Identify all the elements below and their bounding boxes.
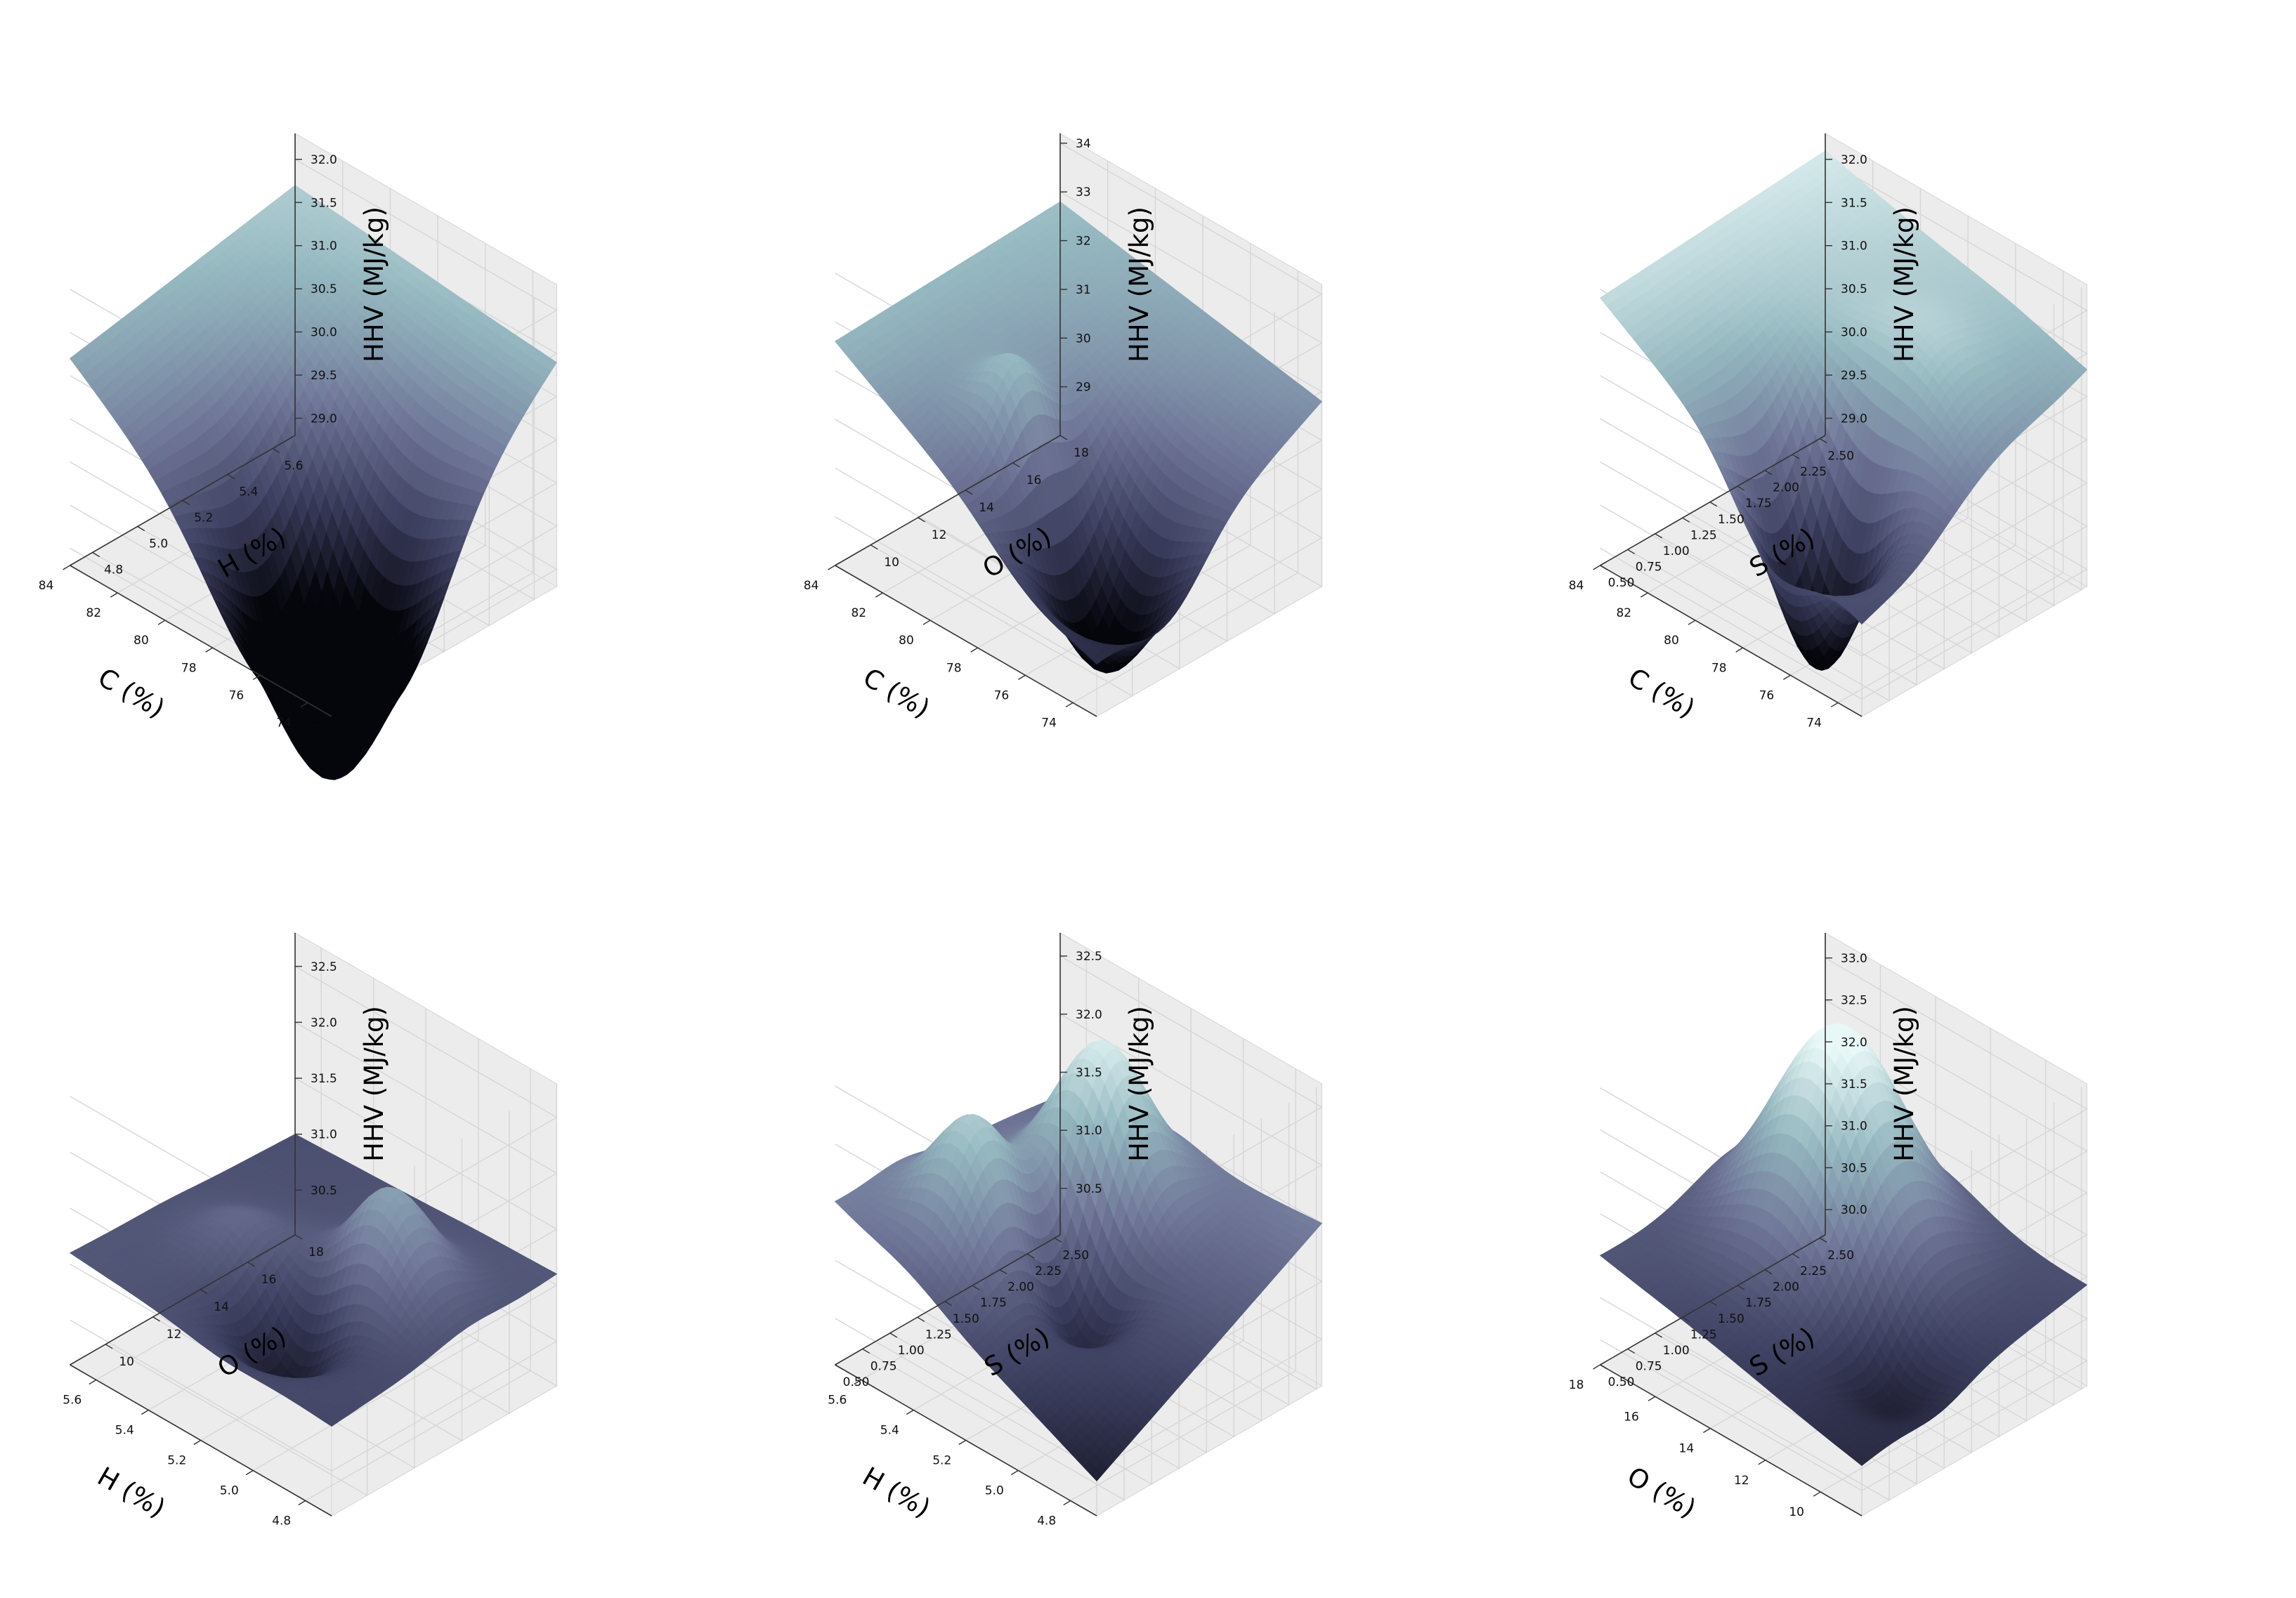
x-axis-label: C (%) (858, 662, 935, 724)
x-tick-label: 76 (1759, 688, 1775, 702)
surface-mesh (1600, 150, 2087, 671)
x-tick-mark (253, 674, 261, 680)
surface-plot-svg: 74 76 78 80 82 84 4.8 5.0 5.2 5.4 5.6 29.0 29.5 30.0 3… (39, 133, 558, 780)
y-tick-label: 5.0 (149, 537, 168, 551)
x-tick-label: 74 (1806, 716, 1822, 730)
z-axis-label: HHV (MJ/kg) (359, 207, 389, 362)
y-tick-mark (227, 473, 235, 480)
x-axis-line (835, 565, 1097, 717)
y-tick-label: 5.4 (239, 485, 258, 499)
y-tick-label: 1.50 (1718, 513, 1744, 527)
surface-plot-2: 74 76 78 80 82 84 10 12 14 16 18 29 30 31 32 33 34 C (%) O… (765, 0, 1530, 799)
surface-plot-1: 74 76 78 80 82 84 4.8 5.0 5.2 5.4 5.6 29.0 29.5 30.0 3… (0, 0, 765, 799)
x-axis-line (70, 565, 332, 717)
x-tick-label: 74 (1041, 716, 1057, 730)
y-tick-label: 12 (932, 528, 947, 542)
surface-patch (324, 727, 338, 735)
x-tick-mark (1783, 674, 1791, 680)
x-tick-mark (922, 620, 931, 625)
z-tick-label: 31 (1076, 283, 1091, 297)
x-tick-mark (1018, 674, 1026, 680)
z-tick-label: 30 (1076, 332, 1091, 346)
y-tick-label: 1.25 (1690, 528, 1717, 542)
axis-lines (835, 133, 1097, 717)
x-tick-mark (63, 565, 70, 570)
x-tick-label: 76 (994, 688, 1010, 702)
z-tick-label: 30.5 (311, 282, 337, 296)
x-tick-label: 78 (946, 661, 962, 675)
y-tick-mark (137, 525, 145, 532)
x-tick-label: 84 (39, 579, 54, 593)
x-tick-label: 76 (229, 688, 244, 702)
y-tick-label: 5.2 (194, 511, 213, 525)
x-tick-mark (875, 592, 883, 598)
x-tick-label: 80 (899, 634, 914, 648)
y-tick-label: 1.75 (1745, 497, 1772, 511)
x-tick-label: 80 (1664, 634, 1679, 648)
y-tick-label: 14 (979, 501, 994, 515)
z-tick-label: 32.0 (311, 153, 337, 167)
x-tick-mark (1830, 702, 1839, 708)
z-tick-label: 30.0 (311, 326, 337, 340)
z-tick-label: 32 (1076, 235, 1091, 249)
z-tick-label: 29 (1076, 381, 1091, 395)
surface-plot-svg: 74 76 78 80 82 84 0.500.751.001.251.501.752.00… (1569, 133, 2088, 730)
y-tick-mark (182, 499, 190, 506)
x-tick-label: 78 (181, 661, 197, 675)
x-tick-label: 84 (1569, 579, 1584, 593)
x-tick-label: 80 (133, 634, 149, 648)
y-tick-label: 5.6 (284, 459, 303, 473)
x-tick-mark (970, 647, 979, 653)
y-tick-mark (965, 490, 973, 495)
y-tick-label: 10 (884, 556, 899, 570)
x-tick-label: 84 (804, 579, 819, 593)
x-tick-mark (1065, 702, 1074, 708)
x-tick-mark (157, 620, 166, 625)
z-tick-label: 34 (1076, 137, 1091, 151)
x-tick-label: 82 (86, 606, 101, 620)
x-tick-mark (300, 702, 308, 708)
x-tick-mark (1688, 620, 1696, 625)
x-tick-label: 74 (276, 716, 292, 730)
x-tick-label: 82 (851, 606, 866, 620)
y-tick-label: 4.8 (104, 563, 123, 577)
z-tick-label: 33 (1076, 185, 1091, 199)
x-tick-label: 78 (1711, 661, 1727, 675)
x-tick-mark (1735, 647, 1744, 653)
z-tick-label: 29.0 (311, 412, 337, 426)
x-tick-mark (110, 592, 118, 598)
surface-plot-3: 74 76 78 80 82 84 0.50 0.75 1.00 1.25 1.50 1.75 2.00… (1530, 0, 2295, 799)
z-tick-label: 31.0 (311, 240, 337, 254)
y-tick-mark (272, 447, 280, 454)
y-tick-label: 0.50 (1608, 576, 1635, 590)
y-tick-label: 0.75 (1636, 560, 1662, 574)
y-axis-line (835, 435, 1061, 566)
y-tick-mark (918, 517, 925, 523)
y-tick-mark (92, 551, 100, 558)
tick-labels: 74 76 78 80 82 84 4.8 5.0 5.2 5.4 5.6 29.0 29.5 30.0 3… (39, 153, 337, 731)
z-tick-label: 31.5 (311, 196, 337, 210)
y-tick-label: 16 (1026, 473, 1042, 487)
z-axis-label: HHV (MJ/kg) (1124, 207, 1154, 362)
surface-mesh (70, 185, 557, 780)
x-axis-label: C (%) (93, 662, 170, 724)
x-tick-mark (1640, 592, 1648, 598)
surface-patch (1090, 654, 1103, 665)
y-tick-mark (1059, 435, 1068, 440)
x-tick-mark (828, 565, 835, 570)
y-tick-label: 2.00 (1773, 481, 1799, 495)
x-tick-label: 82 (1616, 606, 1631, 620)
y-tick-mark (1012, 462, 1020, 468)
tick-labels: 74 76 78 80 82 84 10 12 14 16 18 29 30 31 32 33 34 (804, 137, 1091, 731)
y-tick-label: 18 (1074, 446, 1089, 460)
y-tick-label: 1.00 (1663, 544, 1690, 558)
x-tick-mark (1593, 565, 1600, 570)
z-tick-label: 29.5 (311, 369, 337, 383)
y-tick-mark (870, 544, 878, 550)
surface-mesh (834, 201, 1322, 674)
x-tick-mark (205, 647, 214, 653)
